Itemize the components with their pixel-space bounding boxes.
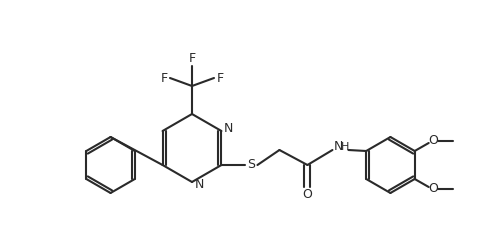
Text: N: N <box>334 140 343 153</box>
Text: N: N <box>194 178 204 191</box>
Text: H: H <box>341 142 350 152</box>
Text: O: O <box>428 135 437 148</box>
Text: F: F <box>217 72 223 84</box>
Text: F: F <box>161 72 167 84</box>
Text: O: O <box>428 182 437 195</box>
Text: S: S <box>247 159 255 172</box>
Text: F: F <box>189 52 195 66</box>
Text: N: N <box>224 122 233 135</box>
Text: O: O <box>302 189 312 202</box>
